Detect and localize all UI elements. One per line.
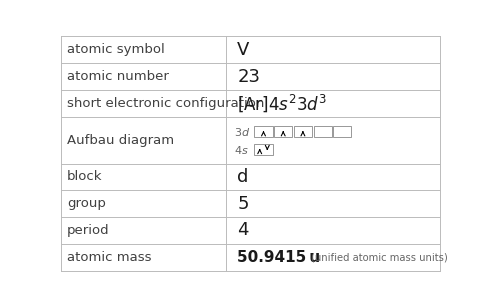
Bar (313, 126, 331, 137)
Text: Aufbau diagram: Aufbau diagram (67, 134, 174, 147)
Text: V: V (237, 41, 249, 59)
Bar (293, 126, 311, 137)
Text: atomic number: atomic number (67, 70, 168, 83)
Text: 4: 4 (237, 221, 248, 240)
Text: short electronic configuration: short electronic configuration (67, 97, 264, 110)
Text: 23: 23 (237, 67, 260, 86)
Text: atomic mass: atomic mass (67, 251, 151, 264)
Text: 50.9415 u: 50.9415 u (237, 250, 320, 265)
Bar (332, 126, 351, 137)
Text: 3$\mathit{d}$: 3$\mathit{d}$ (233, 126, 249, 138)
Text: [Ar]4$\mathit{s}^2$3$\mathit{d}^3$: [Ar]4$\mathit{s}^2$3$\mathit{d}^3$ (237, 92, 327, 114)
Text: (unified atomic mass units): (unified atomic mass units) (310, 252, 447, 262)
Bar (254, 126, 272, 137)
Bar (274, 126, 292, 137)
Text: group: group (67, 197, 105, 210)
Text: 5: 5 (237, 195, 248, 213)
Text: 4$\mathit{s}$: 4$\mathit{s}$ (233, 143, 248, 156)
Text: block: block (67, 171, 102, 183)
Bar (254, 144, 272, 155)
Text: atomic symbol: atomic symbol (67, 43, 164, 56)
Text: d: d (237, 168, 248, 186)
Text: period: period (67, 224, 109, 237)
